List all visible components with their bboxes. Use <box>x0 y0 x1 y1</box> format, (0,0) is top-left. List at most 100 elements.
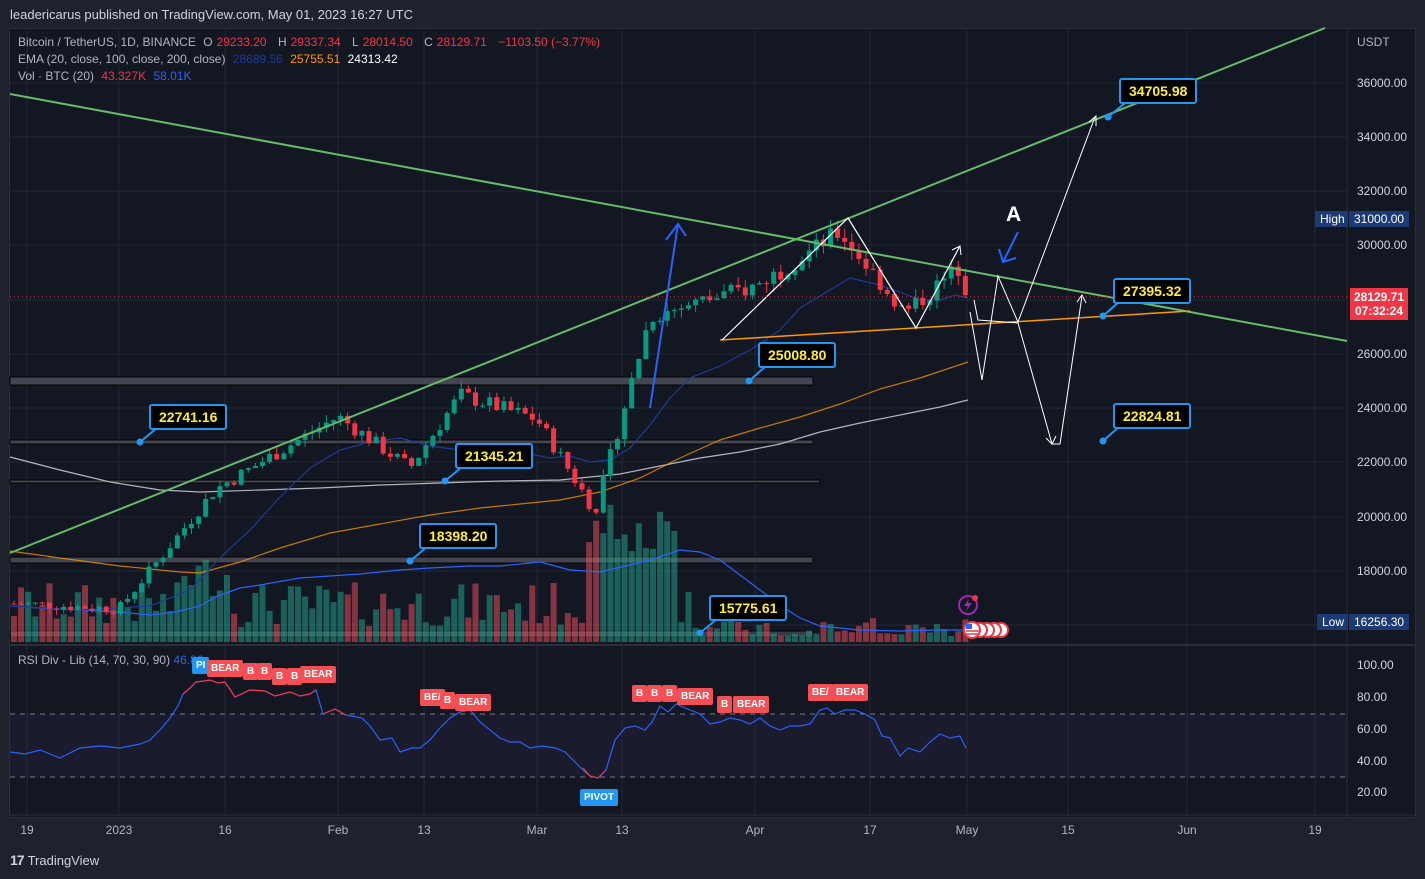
rsi-divergence-segment <box>182 679 317 698</box>
time-tick: Mar <box>526 823 548 837</box>
bar-countdown: 07:32:24 <box>1354 304 1404 318</box>
bear-badge: B <box>243 663 259 680</box>
bear-badge: BE/ <box>808 684 833 701</box>
low-value: 28014.50 <box>362 35 413 49</box>
price-tick: 24000.00 <box>1357 401 1408 415</box>
low-tag-value: 16256.30 <box>1349 614 1409 630</box>
bear-badge: B <box>662 685 678 702</box>
callout-34705[interactable]: 34705.98 <box>1119 78 1198 104</box>
callout-25008[interactable]: 25008.80 <box>758 342 837 368</box>
pivot-badge: PI <box>192 657 210 674</box>
brand-name: TradingView <box>27 852 100 868</box>
us-flag-icons <box>963 621 1009 639</box>
volume-label: Vol · BTC (20) <box>18 69 95 83</box>
open-value: 29233.20 <box>216 35 267 49</box>
price-tick: 30000.00 <box>1357 238 1408 252</box>
callout-27395[interactable]: 27395.32 <box>1113 278 1192 304</box>
wedge-pattern[interactable] <box>721 217 961 341</box>
price-tick: 22000.00 <box>1357 455 1408 469</box>
high-value: 29337.34 <box>290 35 341 49</box>
last-price-tag: 28129.71 07:32:24 <box>1350 288 1408 320</box>
volume-value: 43.327K <box>101 69 147 83</box>
volume-ma-value: 58.01K <box>153 69 192 83</box>
volume-ma-line <box>9 549 970 632</box>
time-tick: 16 <box>218 823 232 837</box>
publish-info: leadericarus published on TradingView.co… <box>10 7 413 22</box>
callout-18398[interactable]: 18398.20 <box>419 523 498 549</box>
bear-badge: BEAR <box>677 688 714 705</box>
blue-up-arrow[interactable] <box>649 222 687 409</box>
rsi-legend[interactable]: RSI Div - Lib (14, 70, 30, 90) 46.86 <box>18 653 203 667</box>
bear-badge: BEAR <box>207 660 244 677</box>
price-tick: 36000.00 <box>1357 76 1408 90</box>
high-tag-label: High <box>1315 211 1348 227</box>
pivot-badge: PIVOT <box>580 789 619 806</box>
time-tick: 15 <box>1061 823 1075 837</box>
bear-badge: B <box>440 692 456 709</box>
bear-badge: B <box>647 685 663 702</box>
projection-path-a[interactable] <box>969 116 1096 381</box>
rsi-tick: 60.00 <box>1357 722 1388 736</box>
time-tick: 19 <box>1308 823 1322 837</box>
rsi-band <box>10 714 1347 777</box>
support-zones[interactable] <box>9 376 821 638</box>
tradingview-logo-icon: 17 <box>10 852 25 868</box>
price-tick: 32000.00 <box>1357 184 1408 198</box>
wave-label-a[interactable]: A <box>1006 203 1022 226</box>
callout-22741[interactable]: 22741.16 <box>149 404 228 430</box>
time-tick: 17 <box>863 823 877 837</box>
lightning-icon <box>958 595 978 615</box>
bear-badge: BEAR <box>455 694 492 711</box>
price-tick: 34000.00 <box>1357 130 1408 144</box>
price-candles <box>11 219 968 618</box>
callout-pointers <box>136 102 1126 637</box>
rsi-tick: 20.00 <box>1357 785 1388 799</box>
bear-badge: BEAR <box>300 666 337 683</box>
time-tick: 2023 <box>105 823 133 837</box>
rsi-tick: 100.00 <box>1357 658 1394 672</box>
projection-path-b[interactable] <box>973 295 1083 445</box>
bear-badge: BE/ <box>420 689 445 706</box>
ema-legend[interactable]: EMA (20, close, 100, close, 200, close) … <box>18 52 402 66</box>
last-price: 28129.71 <box>1353 290 1405 304</box>
currency-label: USDT <box>1357 35 1390 49</box>
ema200-line <box>9 399 969 493</box>
volume-bars <box>11 504 969 642</box>
volume-legend[interactable]: Vol · BTC (20) 43.327K 58.01K <box>18 69 195 83</box>
time-tick: Feb <box>327 823 349 837</box>
ema100-line <box>9 361 969 574</box>
symbol-name: Bitcoin / TetherUS, 1D, BINANCE <box>18 35 196 49</box>
tradingview-footer[interactable]: 17 TradingView <box>10 852 99 868</box>
close-value: 28129.71 <box>436 35 487 49</box>
time-tick: Apr <box>745 823 765 837</box>
change-value: −1103.50 (−3.77%) <box>498 35 601 49</box>
events-cluster[interactable] <box>955 592 1015 644</box>
price-tick: 18000.00 <box>1357 564 1408 578</box>
price-tick: 26000.00 <box>1357 347 1408 361</box>
rsi-tick: 40.00 <box>1357 754 1388 768</box>
bear-badge: B <box>717 696 733 713</box>
bear-badge: BEAR <box>733 696 770 713</box>
time-tick: 13 <box>417 823 431 837</box>
blue-down-arrow[interactable] <box>998 231 1019 264</box>
bear-badge: B <box>272 668 288 685</box>
low-tag-label: Low <box>1317 614 1348 630</box>
high-tag-value: 31000.00 <box>1349 211 1409 227</box>
callout-15775[interactable]: 15775.61 <box>709 595 788 621</box>
bear-badge: B <box>632 685 648 702</box>
callout-22824[interactable]: 22824.81 <box>1113 403 1192 429</box>
ema200-value: 24313.42 <box>347 52 398 66</box>
callout-21345[interactable]: 21345.21 <box>455 443 534 469</box>
orange-support-line[interactable] <box>719 310 1191 341</box>
bear-badge: BEAR <box>832 684 869 701</box>
price-tick: 20000.00 <box>1357 510 1408 524</box>
bear-badge: B <box>257 663 273 680</box>
rsi-label: RSI Div - Lib (14, 70, 30, 90) <box>18 653 171 667</box>
time-tick: 19 <box>20 823 34 837</box>
time-tick: May <box>955 823 979 837</box>
bear-badge: B <box>287 668 303 685</box>
time-tick: Jun <box>1177 823 1197 837</box>
symbol-legend[interactable]: Bitcoin / TetherUS, 1D, BINANCE O 29233.2… <box>18 35 601 49</box>
ema20-line <box>9 277 969 611</box>
